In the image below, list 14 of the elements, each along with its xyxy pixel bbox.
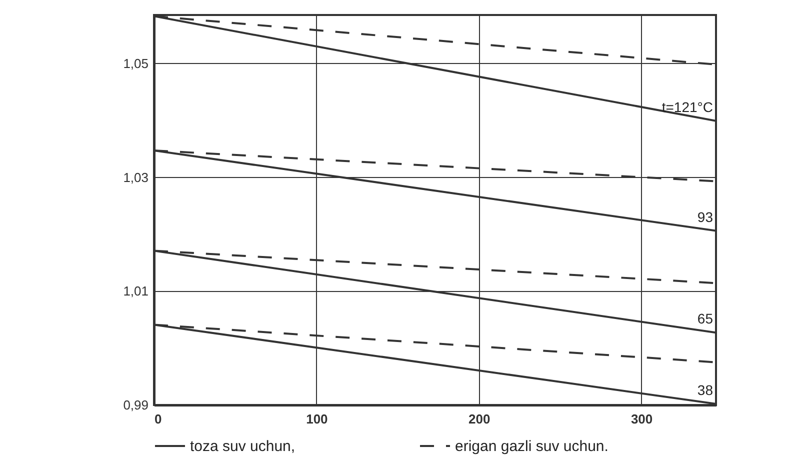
legend-label: erigan gazli suv uchun. [455, 438, 608, 455]
annotation: t=121°C [662, 98, 713, 115]
annotation: 65 [697, 310, 714, 327]
x-tick-label: 100 [306, 412, 328, 426]
y-tick-label: 1,05 [123, 56, 148, 71]
y-tick-label: 1,01 [123, 284, 148, 299]
y-tick-label: 0,99 [123, 398, 148, 412]
annotation: 93 [697, 208, 714, 225]
legend-label: toza suv uchun, [190, 438, 296, 455]
x-tick-label: 300 [630, 412, 653, 426]
annotation: 38 [697, 382, 714, 398]
x-tick-label: 200 [468, 412, 490, 426]
x-tick-label: 0 [154, 412, 162, 426]
y-tick-label: 1,03 [123, 170, 148, 185]
